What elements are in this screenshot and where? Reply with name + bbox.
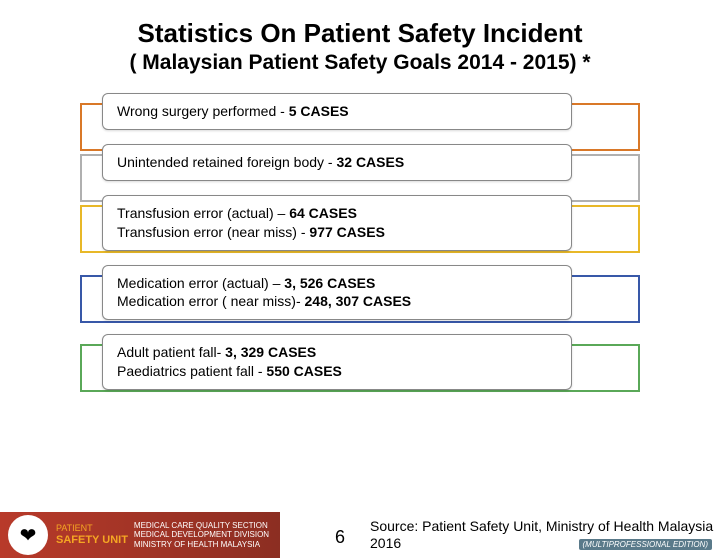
safety-unit-label: SAFETY UNIT: [56, 534, 128, 547]
row-front-box: Wrong surgery performed - 5 CASES: [102, 93, 572, 130]
page-number: 6: [335, 527, 345, 548]
stat-row: Unintended retained foreign body - 32 CA…: [80, 144, 640, 181]
page-subtitle: ( Malaysian Patient Safety Goals 2014 - …: [0, 51, 720, 75]
row-front-box: Adult patient fall- 3, 329 CASESPaediatr…: [102, 334, 572, 390]
row-front-box: Transfusion error (actual) – 64 CASESTra…: [102, 195, 572, 251]
stat-row: Transfusion error (actual) – 64 CASESTra…: [80, 195, 640, 251]
row-front-box: Medication error (actual) – 3, 526 CASES…: [102, 265, 572, 321]
footer-logo-block: ❤ PATIENT SAFETY UNIT MEDICAL CARE QUALI…: [0, 512, 280, 558]
footer-logo-text: PATIENT SAFETY UNIT: [56, 523, 128, 547]
edition-badge: (MULTIPROFESSIONAL EDITION): [579, 539, 713, 550]
stat-row: Medication error (actual) – 3, 526 CASES…: [80, 265, 640, 321]
footer: ❤ PATIENT SAFETY UNIT MEDICAL CARE QUALI…: [0, 512, 720, 558]
stat-row: Adult patient fall- 3, 329 CASESPaediatr…: [80, 334, 640, 390]
emblem-icon: ❤: [8, 515, 48, 555]
stat-row: Wrong surgery performed - 5 CASES: [80, 93, 640, 130]
footer-ministry-lines: MEDICAL CARE QUALITY SECTIONMEDICAL DEVE…: [134, 521, 269, 550]
page-title: Statistics On Patient Safety Incident: [0, 18, 720, 49]
row-front-box: Unintended retained foreign body - 32 CA…: [102, 144, 572, 181]
logo-top: PATIENT: [56, 523, 128, 534]
content-area: Wrong surgery performed - 5 CASES Uninten…: [80, 93, 640, 390]
